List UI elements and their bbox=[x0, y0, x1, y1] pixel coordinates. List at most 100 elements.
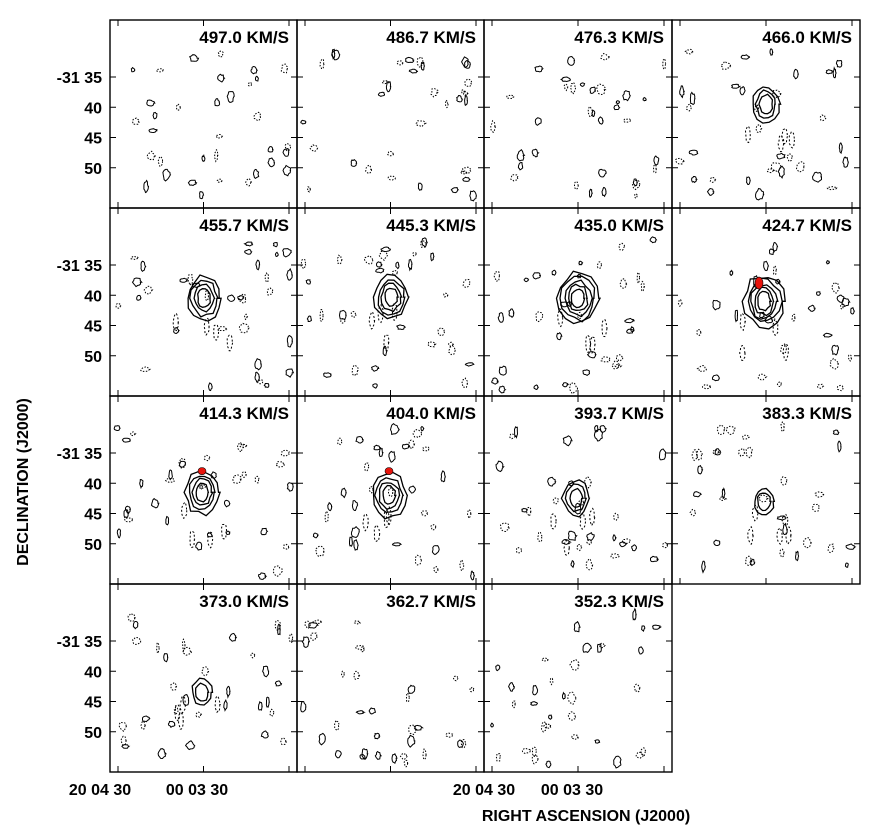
noise-contour bbox=[407, 258, 413, 272]
channel-panel: 414.3 KM/S bbox=[109, 395, 298, 585]
noise-contour-negative bbox=[499, 522, 510, 533]
noise-contour-negative bbox=[140, 366, 152, 372]
noise-contour bbox=[351, 499, 359, 512]
noise-contour bbox=[372, 383, 378, 389]
noise-contour-negative bbox=[304, 620, 312, 629]
noise-contour bbox=[182, 694, 190, 706]
noise-contour bbox=[405, 56, 415, 64]
noise-contour bbox=[143, 179, 150, 194]
emission-contour bbox=[750, 284, 779, 320]
noise-contour-negative bbox=[543, 723, 552, 729]
noise-contour-negative bbox=[399, 752, 409, 761]
noise-contour bbox=[567, 530, 578, 541]
negative-contour bbox=[391, 303, 398, 321]
noise-contour bbox=[842, 156, 849, 168]
negative-contour bbox=[585, 334, 592, 353]
noise-contour bbox=[697, 464, 704, 475]
noise-contour bbox=[350, 158, 358, 167]
noise-contour bbox=[274, 680, 283, 687]
emission-contour bbox=[757, 290, 773, 312]
noise-contour bbox=[121, 743, 131, 749]
noise-contour-negative bbox=[677, 298, 683, 307]
noise-contour-negative bbox=[770, 162, 782, 172]
noise-contour-negative bbox=[368, 486, 374, 494]
emission-contour bbox=[758, 93, 774, 115]
noise-contour-negative bbox=[691, 449, 698, 462]
negative-contour bbox=[377, 303, 384, 324]
noise-contour-negative bbox=[203, 454, 211, 462]
noise-contour-negative bbox=[495, 753, 501, 762]
noise-contour-negative bbox=[232, 474, 242, 484]
noise-contour bbox=[407, 684, 416, 694]
noise-contour bbox=[228, 632, 238, 642]
noise-contour-negative bbox=[170, 681, 178, 691]
channel-panel: 435.0 KM/S bbox=[483, 207, 673, 397]
channel-panel: 424.7 KM/S bbox=[671, 207, 861, 397]
negative-contour bbox=[368, 310, 376, 330]
noise-contour-negative bbox=[123, 517, 134, 523]
velocity-label: 497.0 KM/S bbox=[199, 28, 289, 47]
noise-contour bbox=[597, 116, 604, 125]
noise-contour-negative bbox=[403, 759, 409, 768]
noise-contour bbox=[146, 99, 156, 107]
noise-contour bbox=[274, 251, 279, 258]
noise-contour bbox=[689, 91, 696, 106]
emission-contour bbox=[564, 279, 594, 318]
negative-contour bbox=[172, 313, 179, 332]
noise-contour bbox=[131, 277, 143, 288]
noise-contour-negative bbox=[661, 541, 669, 549]
noise-contour-negative bbox=[127, 612, 136, 623]
noise-contour-negative bbox=[493, 271, 501, 282]
panel-frame bbox=[109, 583, 298, 773]
emission-contour bbox=[564, 483, 588, 513]
y-axis: -31 35 40 45 50 -31 35 40 45 50 -31 35 40 45 50 -31 … bbox=[57, 70, 102, 742]
noise-contour-negative bbox=[521, 747, 531, 755]
panel-frame bbox=[296, 207, 485, 397]
noise-contour bbox=[227, 294, 236, 302]
noise-contour-negative bbox=[540, 657, 549, 662]
noise-contour-negative bbox=[526, 506, 532, 518]
noise-contour bbox=[516, 148, 526, 162]
noise-contour-negative bbox=[780, 476, 788, 486]
noise-contour bbox=[201, 153, 206, 163]
negative-contour bbox=[739, 344, 746, 361]
noise-contour bbox=[157, 748, 168, 760]
noise-contour bbox=[561, 538, 572, 545]
noise-contour bbox=[391, 542, 403, 547]
noise-contour bbox=[649, 236, 658, 244]
channel-panel: 466.0 KM/S bbox=[671, 19, 861, 209]
noise-contour bbox=[508, 308, 515, 319]
channel-panel: 393.7 KM/S bbox=[483, 395, 673, 585]
noise-contour bbox=[521, 507, 528, 513]
emission-contour bbox=[372, 471, 409, 520]
noise-contour bbox=[375, 267, 385, 274]
noise-contour-negative bbox=[600, 52, 611, 61]
noise-contour bbox=[217, 73, 226, 83]
noise-contour-negative bbox=[432, 565, 439, 574]
noise-contour-negative bbox=[140, 720, 146, 731]
y-tick-label: 50 bbox=[84, 349, 102, 366]
noise-contour-negative bbox=[360, 646, 366, 653]
negative-contour bbox=[181, 501, 188, 520]
noise-contour-negative bbox=[772, 89, 782, 99]
noise-contour bbox=[712, 299, 721, 311]
noise-contour-negative bbox=[427, 341, 437, 348]
noise-contour bbox=[178, 460, 187, 468]
noise-contour bbox=[224, 499, 231, 508]
noise-contour bbox=[285, 368, 295, 378]
channel-panel: 362.7 KM/S bbox=[296, 583, 485, 773]
noise-contour bbox=[594, 739, 601, 744]
noise-contour bbox=[691, 176, 698, 184]
noise-contour-negative bbox=[741, 434, 750, 440]
noise-contour-negative bbox=[840, 303, 844, 310]
noise-contour-negative bbox=[696, 364, 708, 372]
negative-contour bbox=[203, 317, 210, 336]
x-tick-label: 00 03 30 bbox=[541, 782, 603, 799]
x-axis: 20 04 30 00 03 30 20 04 30 00 03 30 bbox=[69, 782, 603, 799]
noise-contour bbox=[312, 532, 319, 539]
noise-contour-negative bbox=[531, 755, 539, 765]
velocity-label: 393.7 KM/S bbox=[574, 404, 664, 423]
noise-contour bbox=[632, 178, 638, 188]
panel-frame bbox=[483, 583, 673, 773]
noise-contour-negative bbox=[178, 457, 187, 469]
